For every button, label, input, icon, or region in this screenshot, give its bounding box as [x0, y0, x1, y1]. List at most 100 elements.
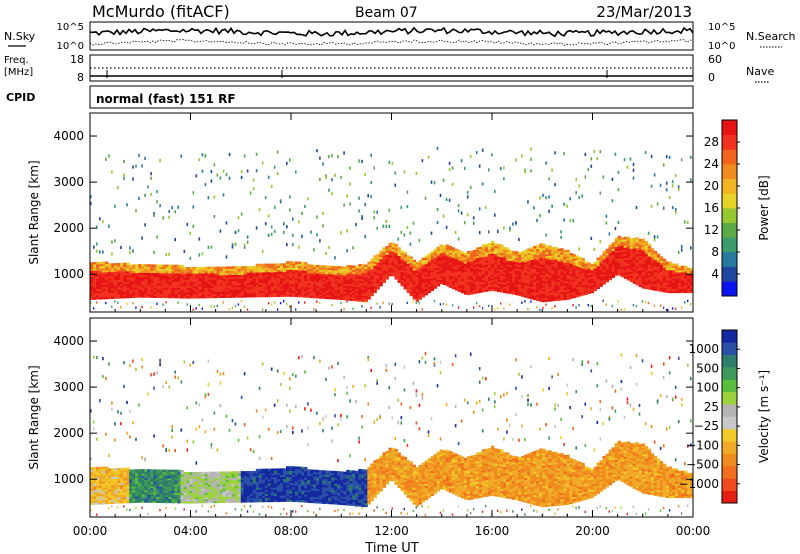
power-cell	[572, 287, 576, 290]
power-cell	[536, 296, 540, 299]
power-cell	[289, 273, 293, 276]
power-cell	[129, 270, 133, 274]
power-scatter-cell	[150, 176, 152, 180]
power-cell	[650, 267, 655, 270]
power-cell	[367, 265, 371, 269]
power-cell	[478, 282, 483, 285]
power-cell	[403, 285, 407, 288]
power-cell	[647, 285, 652, 288]
power-cell	[463, 283, 468, 287]
velocity-cell	[183, 472, 187, 475]
power-cell	[310, 287, 314, 290]
power-cell	[536, 271, 540, 275]
power-cell	[536, 259, 540, 262]
power-cell	[548, 290, 552, 294]
power-scatter-cell	[141, 236, 143, 240]
power-cell	[138, 289, 142, 292]
power-cell	[497, 248, 501, 251]
velocity-cell	[126, 494, 130, 497]
power-cell	[466, 290, 471, 293]
power-cell	[439, 256, 444, 260]
power-cell	[572, 262, 576, 265]
power-cell	[141, 289, 145, 292]
velocity-cell	[201, 473, 205, 477]
power-cell	[174, 291, 178, 295]
power-cell	[382, 253, 386, 256]
freq-right-tick-bottom: 0	[708, 71, 715, 84]
velocity-cell	[99, 491, 103, 495]
power-cell	[216, 291, 220, 294]
power-cell	[289, 269, 293, 272]
power-cell	[635, 260, 640, 263]
velocity-cell	[168, 480, 172, 483]
power-cell	[114, 292, 118, 295]
power-cell	[198, 293, 202, 297]
velocity-cell	[177, 494, 181, 498]
power-cell	[195, 275, 199, 278]
power-cell	[451, 255, 456, 259]
power-scatter-cell	[186, 222, 189, 227]
power-cell	[659, 266, 664, 270]
velocity-cell	[135, 492, 139, 495]
velocity-clutter-cell	[147, 512, 149, 515]
power-cell	[527, 258, 531, 262]
power-cell	[222, 268, 227, 271]
power-cell	[518, 260, 522, 263]
power-cell	[273, 282, 278, 285]
power-cell	[638, 282, 643, 285]
power-cell	[286, 292, 290, 295]
power-cell	[659, 283, 664, 286]
velocity-cell	[177, 500, 181, 504]
power-cell	[433, 284, 438, 287]
power-cell	[111, 296, 115, 299]
power-cell	[219, 289, 223, 292]
velocity-cell	[105, 474, 109, 478]
power-cell	[515, 259, 519, 263]
power-cell	[638, 274, 643, 277]
power-cell	[590, 276, 594, 279]
power-cell	[376, 268, 380, 271]
power-scatter-cell	[204, 153, 207, 158]
velocity-cell	[198, 474, 202, 477]
power-cell	[512, 275, 516, 279]
power-cell	[653, 261, 658, 264]
power-cell	[237, 276, 242, 280]
power-cell	[560, 298, 564, 301]
power-cell	[463, 288, 468, 291]
velocity-cell	[165, 486, 169, 489]
power-cell	[93, 297, 97, 300]
power-cell	[159, 264, 163, 267]
velocity-cell	[180, 496, 184, 500]
power-scatter-cell	[382, 224, 385, 228]
power-cell	[412, 297, 416, 300]
power-cell	[96, 276, 100, 279]
power-cell	[358, 282, 362, 286]
power-cell	[635, 249, 640, 253]
velocity-cell	[204, 498, 208, 502]
velocity-cell	[174, 478, 178, 481]
power-cell	[319, 292, 323, 295]
power-cell	[680, 288, 685, 291]
power-scatter-cell	[611, 177, 614, 181]
power-colorbar-swatch	[722, 149, 737, 165]
power-cell	[475, 247, 480, 250]
power-cell	[162, 283, 166, 286]
power-cell	[584, 292, 588, 295]
velocity-cell	[162, 492, 166, 495]
power-cell	[355, 294, 359, 298]
power-scatter-cell	[267, 233, 270, 237]
velocity-cell	[189, 501, 193, 504]
power-cell	[135, 295, 139, 298]
velocity-cell	[168, 484, 172, 487]
power-cell	[286, 275, 290, 279]
power-cell	[273, 284, 278, 287]
power-cell	[283, 271, 287, 275]
power-cell	[337, 295, 341, 298]
power-scatter-cell	[240, 212, 243, 216]
power-cell	[388, 246, 392, 250]
power-cell	[536, 246, 540, 250]
power-cell	[270, 273, 275, 277]
power-cell	[165, 293, 169, 297]
power-cell	[337, 287, 341, 290]
power-cell	[659, 260, 664, 263]
